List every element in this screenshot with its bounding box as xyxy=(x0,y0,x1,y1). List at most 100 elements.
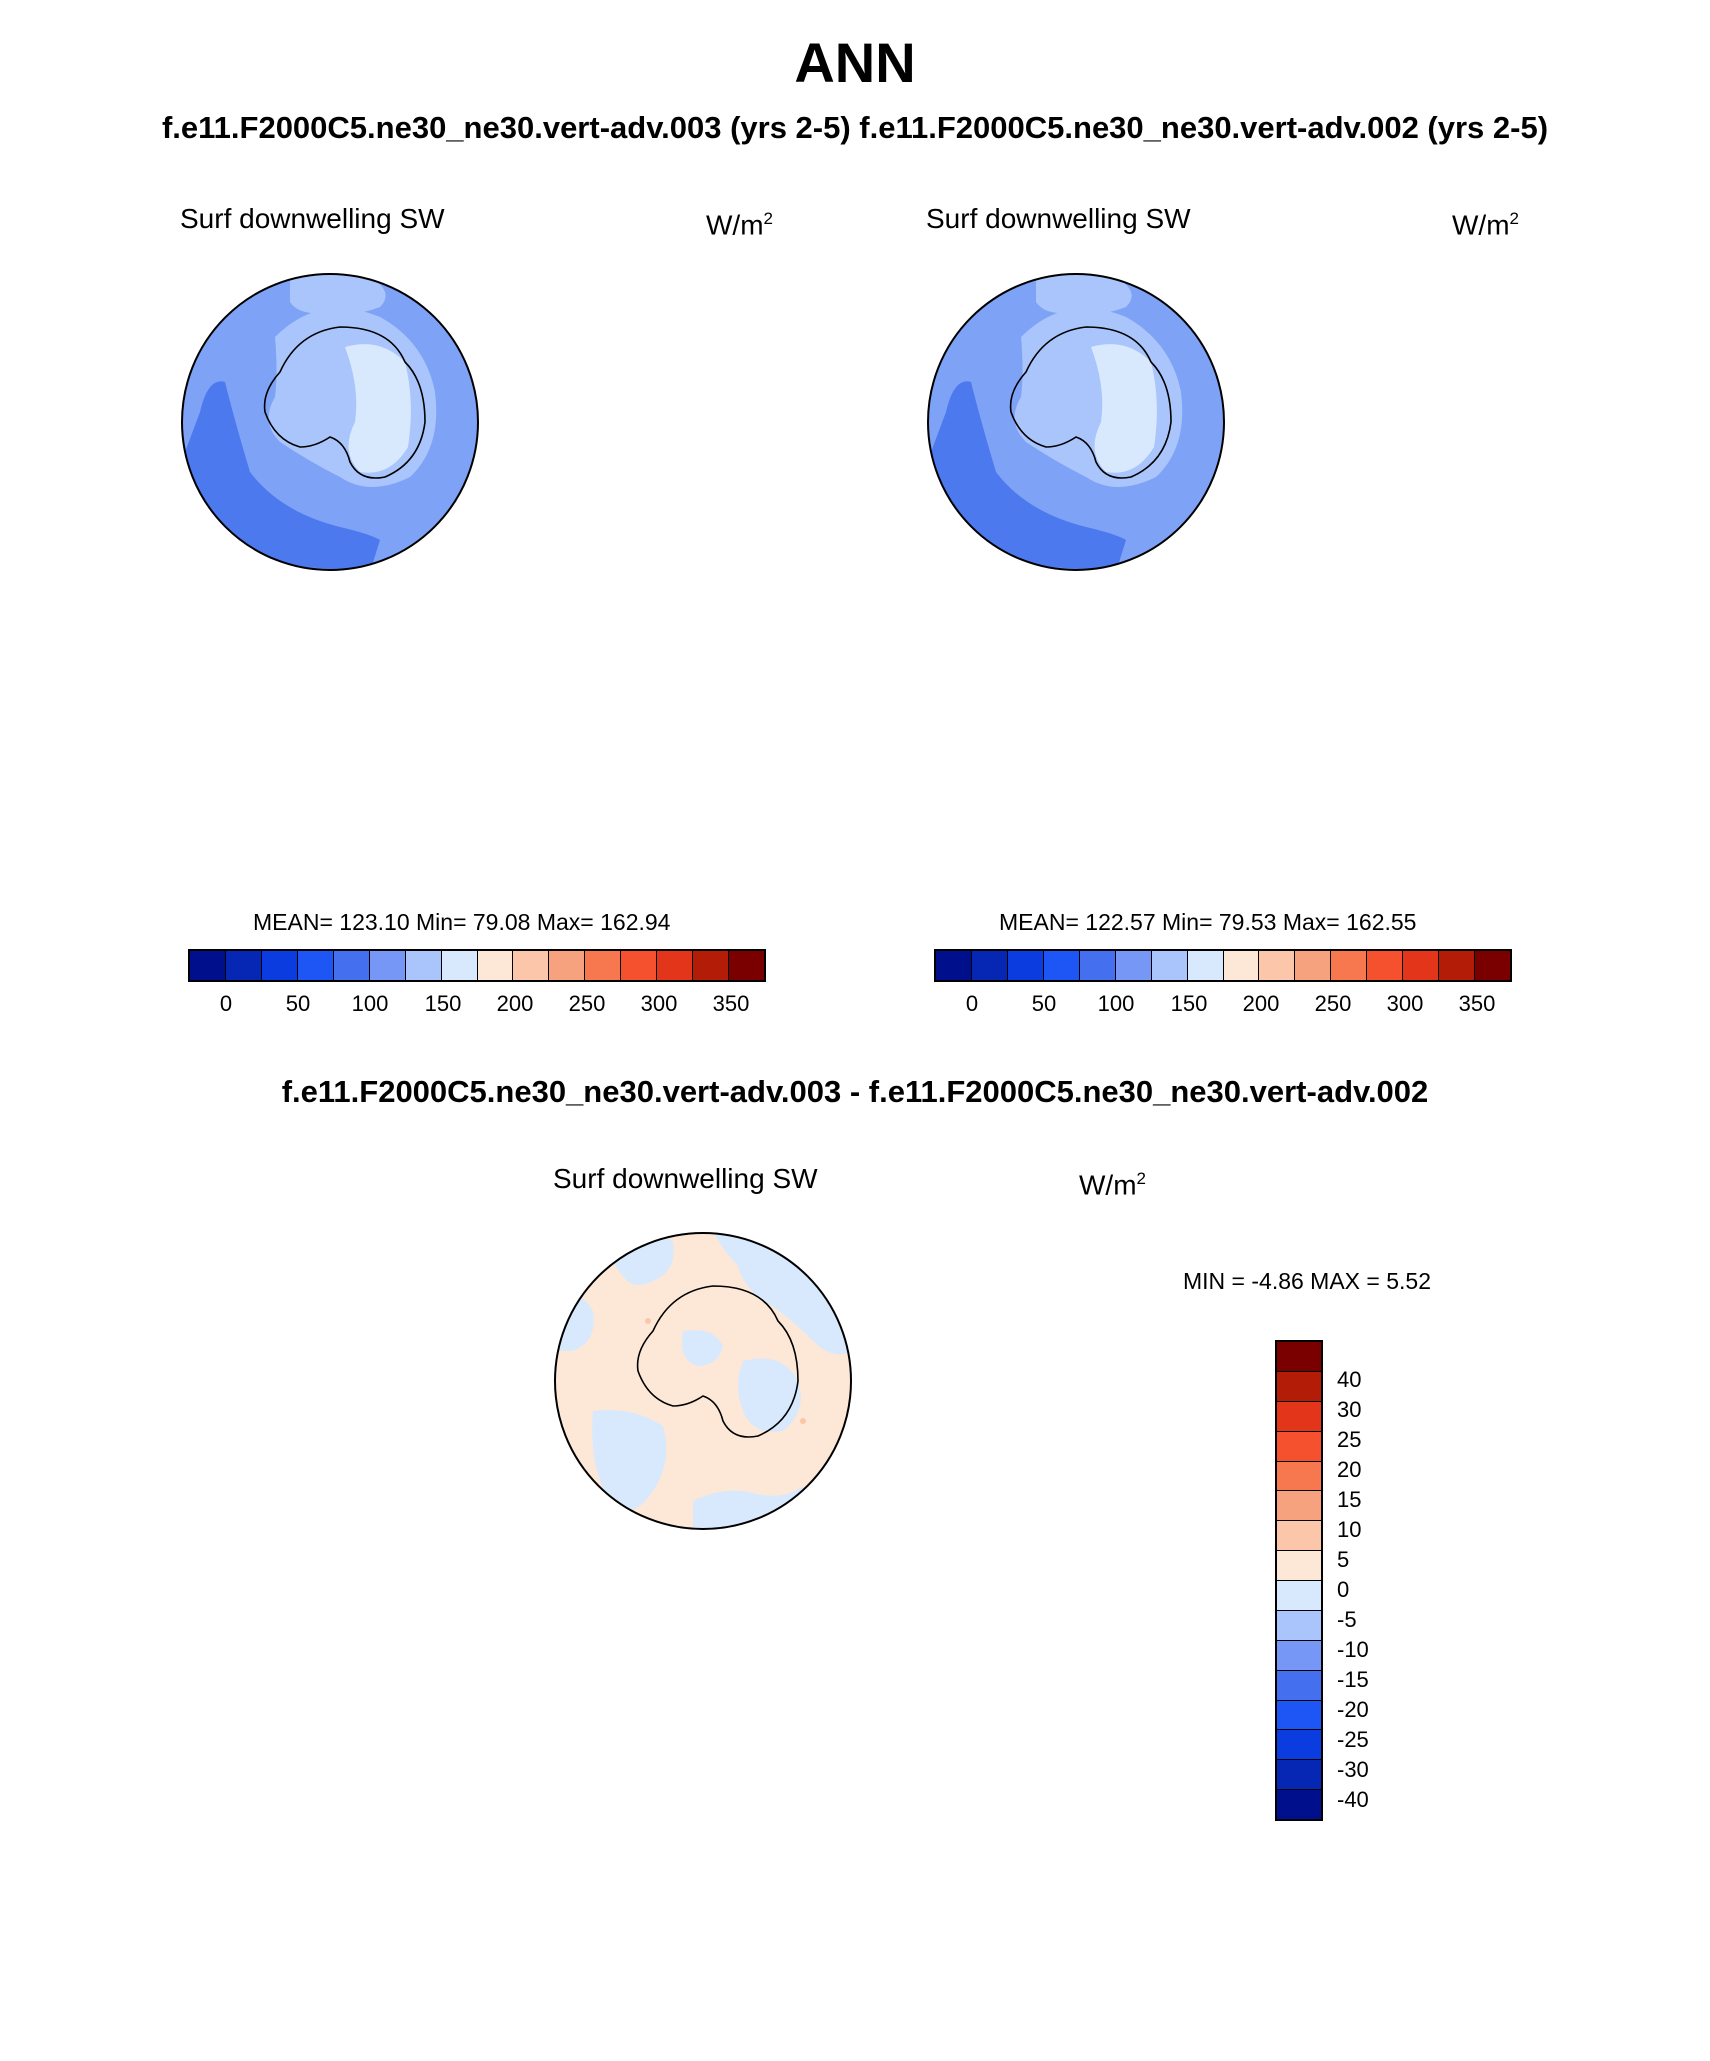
panel1-variable-label: Surf downwelling SW xyxy=(180,203,445,234)
colorbar-tick: 0 xyxy=(219,991,233,1016)
colorbar-swatch xyxy=(1439,951,1476,980)
panel1-stats: MEAN= 123.10 Min= 79.08 Max= 162.94 xyxy=(253,909,671,935)
colorbar-swatch xyxy=(369,951,406,980)
colorbar-tick: 150 xyxy=(1170,991,1208,1016)
colorbar-tick: 100 xyxy=(351,991,389,1016)
colorbar-swatch xyxy=(1367,951,1404,980)
colorbar-tick: -40 xyxy=(1337,1787,1369,1812)
colorbar-tick: 250 xyxy=(1314,991,1352,1016)
colorbar-swatch xyxy=(1277,1760,1321,1791)
colorbar-swatch xyxy=(1277,1461,1321,1492)
panel1-plateau xyxy=(345,344,411,473)
colorbar-tick: 100 xyxy=(1097,991,1135,1016)
colorbar-swatch xyxy=(1295,951,1332,980)
neg-patch-center-east xyxy=(738,1358,801,1432)
colorbar-tick: 350 xyxy=(1458,991,1496,1016)
colorbar-swatch xyxy=(477,951,514,980)
difference-title: f.e11.F2000C5.ne30_ne30.vert-adv.003 - f… xyxy=(281,1074,1429,1109)
colorbar-swatch xyxy=(1277,1640,1321,1671)
colorbar-swatch xyxy=(1277,1670,1321,1701)
panel2-variable-label: Surf downwelling SW xyxy=(926,203,1191,234)
panel1-colorbar xyxy=(188,949,766,982)
colorbar-swatch xyxy=(1115,951,1152,980)
neg-patch-center xyxy=(682,1330,723,1366)
colorbar-swatch xyxy=(441,951,478,980)
colorbar-swatch xyxy=(1277,1700,1321,1731)
colorbar-swatch xyxy=(1043,951,1080,980)
colorbar-swatch xyxy=(225,951,262,980)
colorbar-tick: 15 xyxy=(1337,1487,1362,1512)
colorbar-swatch xyxy=(585,951,622,980)
colorbar-swatch xyxy=(1007,951,1044,980)
panel2-units: W/m2 xyxy=(1452,209,1519,241)
panel3-units: W/m2 xyxy=(1079,1169,1146,1201)
panel1-coastline xyxy=(263,326,426,479)
colorbar-tick: -10 xyxy=(1337,1637,1369,1662)
colorbar-swatch xyxy=(261,951,298,980)
panel2-low-sw-band xyxy=(931,381,1126,570)
colorbar-swatch xyxy=(1277,1610,1321,1641)
panel2-polar-map xyxy=(927,273,1225,571)
colorbar-swatch xyxy=(1223,951,1260,980)
colorbar-tick: 20 xyxy=(1337,1457,1362,1482)
colorbar-swatch xyxy=(1331,951,1368,980)
panel2-plateau xyxy=(1091,344,1157,473)
colorbar-swatch xyxy=(1151,951,1188,980)
panel3-coastline xyxy=(636,1285,799,1438)
panel3-variable-label: Surf downwelling SW xyxy=(553,1163,818,1194)
colorbar-swatch xyxy=(405,951,442,980)
colorbar-swatch xyxy=(693,951,730,980)
panel2-north-band xyxy=(1036,274,1132,314)
colorbar-swatch xyxy=(1187,951,1224,980)
panel2-stats: MEAN= 122.57 Min= 79.53 Max= 162.55 xyxy=(999,909,1417,935)
colorbar-swatch xyxy=(1277,1401,1321,1432)
panel1-units: W/m2 xyxy=(706,209,773,241)
colorbar-swatch xyxy=(1277,1521,1321,1552)
colorbar-swatch xyxy=(297,951,334,980)
colorbar-swatch xyxy=(621,951,658,980)
colorbar-tick: 50 xyxy=(285,991,311,1016)
colorbar-tick: 5 xyxy=(1337,1547,1350,1572)
colorbar-swatch xyxy=(333,951,370,980)
colorbar-swatch xyxy=(1475,951,1510,980)
colorbar-swatch xyxy=(1277,1431,1321,1462)
cases-title: f.e11.F2000C5.ne30_ne30.vert-adv.003 (yr… xyxy=(161,110,1549,145)
panel3-min-max: MIN = -4.86 MAX = 5.52 xyxy=(1183,1268,1432,1294)
panel3-polar-map xyxy=(554,1232,852,1530)
colorbar-swatch xyxy=(1277,1491,1321,1522)
colorbar-tick: 250 xyxy=(568,991,606,1016)
panel2-colorbar xyxy=(934,949,1512,982)
colorbar-swatch xyxy=(1277,1790,1321,1819)
colorbar-swatch xyxy=(513,951,550,980)
colorbar-swatch xyxy=(1277,1581,1321,1611)
colorbar-tick: 25 xyxy=(1337,1427,1362,1452)
colorbar-tick: 40 xyxy=(1337,1367,1362,1392)
colorbar-tick: -20 xyxy=(1337,1697,1369,1722)
colorbar-tick: 300 xyxy=(1386,991,1424,1016)
panel2-coastline xyxy=(1009,326,1172,479)
colorbar-swatch xyxy=(657,951,694,980)
colorbar-tick: -25 xyxy=(1337,1727,1369,1752)
colorbar-tick: -5 xyxy=(1337,1607,1357,1632)
panel1-north-band xyxy=(290,274,386,314)
colorbar-swatch xyxy=(729,951,764,980)
colorbar-tick: 350 xyxy=(712,991,750,1016)
positive-dot xyxy=(645,1318,651,1324)
colorbar-swatch xyxy=(190,951,226,980)
panel1-polar-map xyxy=(181,273,479,571)
colorbar-swatch xyxy=(1259,951,1296,980)
colorbar-swatch xyxy=(549,951,586,980)
colorbar-swatch xyxy=(1079,951,1116,980)
neg-patch-south-west xyxy=(592,1410,667,1511)
colorbar-tick: 300 xyxy=(640,991,678,1016)
colorbar-tick: 50 xyxy=(1031,991,1057,1016)
colorbar-swatch xyxy=(1403,951,1440,980)
colorbar-swatch xyxy=(1277,1551,1321,1581)
colorbar-tick: 30 xyxy=(1337,1397,1362,1422)
panel1-low-sw-band xyxy=(185,381,380,570)
positive-dot xyxy=(800,1418,806,1424)
colorbar-tick: 150 xyxy=(424,991,462,1016)
colorbar-tick: 0 xyxy=(965,991,979,1016)
colorbar-tick: -30 xyxy=(1337,1757,1369,1782)
colorbar-tick: 10 xyxy=(1337,1517,1362,1542)
